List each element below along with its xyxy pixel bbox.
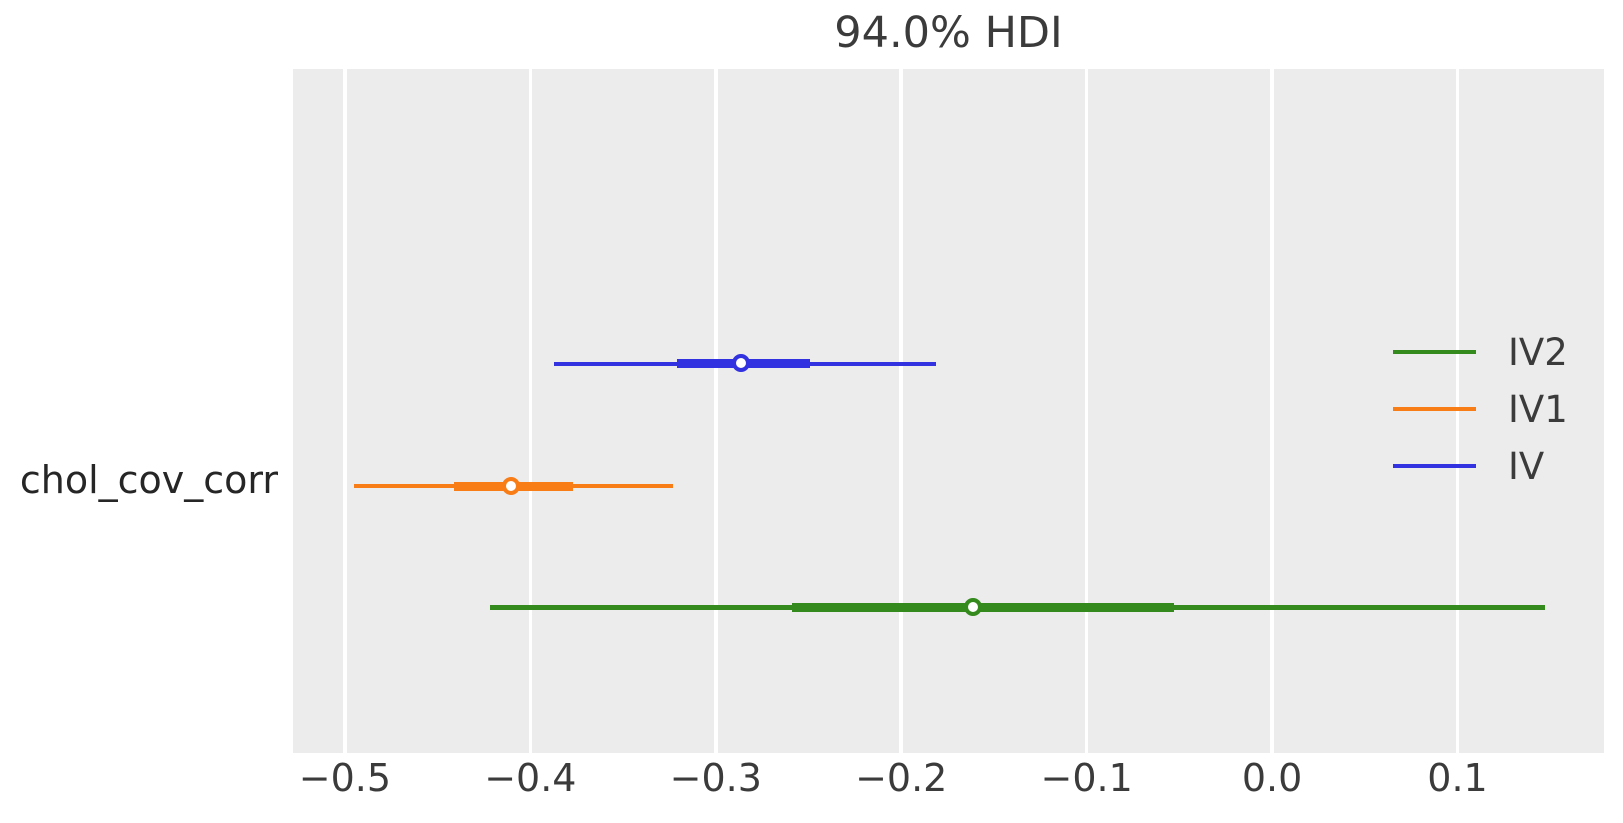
legend-label: IV1 (1508, 387, 1568, 431)
quartile-line-IV2 (791, 602, 1174, 612)
x-tick-label: 0.1 (1427, 756, 1488, 800)
gridline (528, 69, 533, 753)
legend-line-swatch (1393, 407, 1476, 411)
median-marker-IV1 (502, 476, 521, 495)
legend-line-swatch (1393, 464, 1476, 468)
legend-label: IV (1508, 444, 1545, 488)
gridline (1084, 69, 1089, 753)
x-tick-label: −0.2 (855, 756, 948, 800)
legend-item-IV1: IV1 (1393, 389, 1568, 429)
x-tick-label: 0.0 (1241, 756, 1303, 800)
gridline (1455, 69, 1460, 753)
legend-label: IV2 (1508, 330, 1568, 374)
legend-item-IV2: IV2 (1393, 332, 1568, 372)
plot-area: IV2 IV1 IV (293, 69, 1604, 753)
y-tick-label-chol_cov_corr: chol_cov_corr (19, 458, 278, 502)
legend-item-IV: IV (1393, 446, 1544, 486)
x-tick-label: −0.1 (1040, 756, 1133, 800)
x-tick-label: −0.5 (298, 756, 392, 800)
x-tick-label: −0.3 (669, 756, 762, 800)
median-marker-IV (732, 354, 751, 373)
gridline (899, 69, 903, 753)
gridline (714, 69, 718, 753)
gridline (1270, 69, 1274, 753)
median-marker-IV2 (964, 597, 983, 616)
gridline (343, 69, 347, 753)
legend-line-swatch (1393, 350, 1476, 354)
chart-title: 94.0% HDI (834, 8, 1063, 58)
x-tick-label: −0.4 (484, 756, 577, 800)
